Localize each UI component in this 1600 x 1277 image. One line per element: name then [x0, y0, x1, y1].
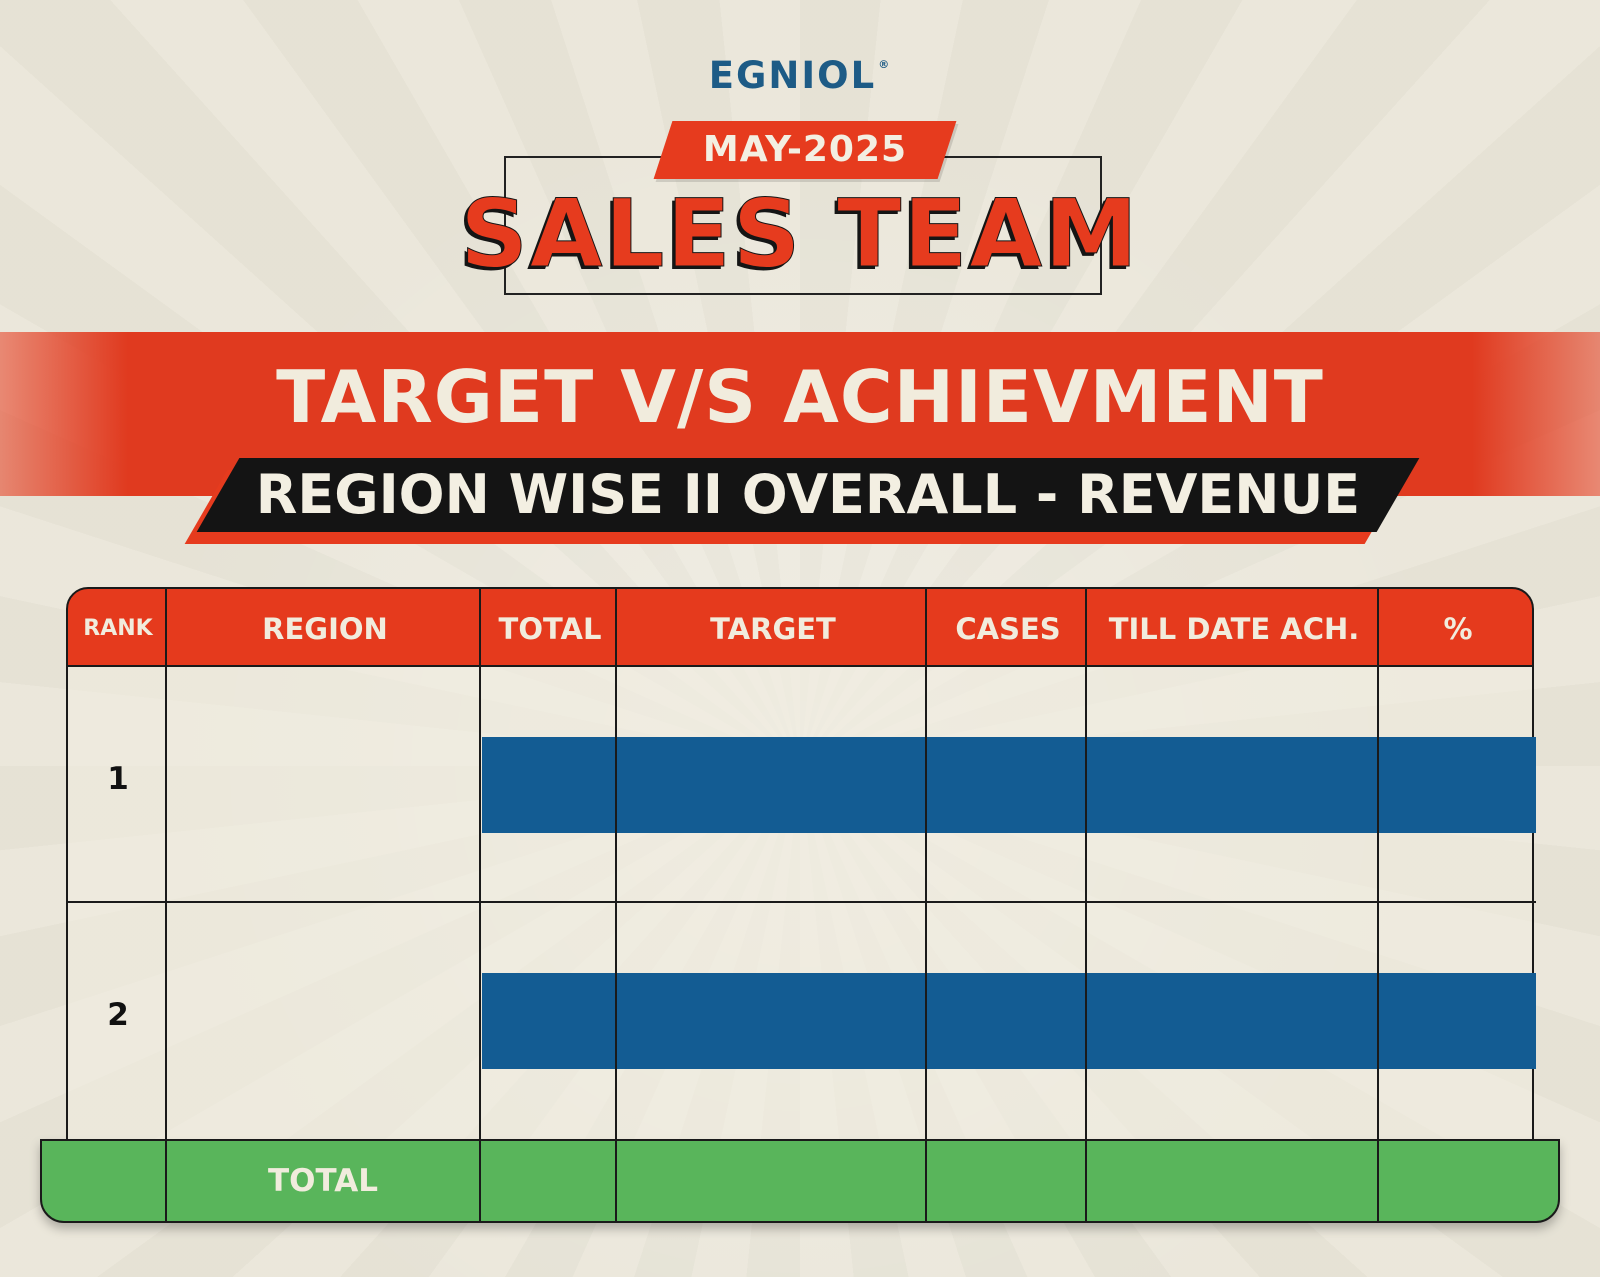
rank-cell-1: 1 — [107, 761, 129, 797]
page-title: SALES TEAM — [460, 180, 1140, 290]
row-2-highlight-band — [482, 973, 1536, 1069]
column-header-target: TARGET — [710, 612, 836, 646]
column-divider — [165, 587, 167, 1223]
table-body: 1 2 — [66, 667, 1536, 1139]
month-label: MAY-2025 — [702, 129, 908, 170]
column-header-cases: CASES — [955, 612, 1061, 646]
table-footer — [40, 1139, 1560, 1223]
total-label: TOTAL — [268, 1163, 378, 1199]
row-1-highlight-band — [482, 737, 1536, 833]
table-footer-row: TOTAL — [66, 1139, 1534, 1223]
column-divider — [479, 587, 481, 1223]
brand-logo-text: EGNIOL — [708, 54, 877, 97]
column-header-till-date-ach: TILL DATE ACH. — [1108, 612, 1360, 646]
column-header-region: REGION — [262, 612, 388, 646]
column-divider — [615, 587, 617, 1223]
revenue-table: RANK REGION TOTAL TARGET CASES TILL DATE… — [40, 587, 1560, 1223]
column-divider — [925, 587, 927, 1223]
column-header-rank: RANK — [83, 616, 153, 641]
registered-mark: ® — [878, 58, 892, 71]
column-header-total: TOTAL — [498, 612, 602, 646]
rank-cell-2: 2 — [107, 997, 129, 1033]
banner-subtitle: REGION WISE II OVERALL - REVENUE — [255, 463, 1361, 526]
column-divider — [1085, 587, 1087, 1223]
banner-title: TARGET V/S ACHIEVMENT — [276, 355, 1324, 439]
column-header-percent: % — [1443, 612, 1473, 646]
brand-logo: EGNIOL ® — [0, 54, 1600, 97]
table-header: RANK REGION TOTAL TARGET CASES TILL DATE… — [66, 587, 1534, 667]
column-divider — [1377, 587, 1379, 1223]
row-separator — [68, 901, 1536, 903]
